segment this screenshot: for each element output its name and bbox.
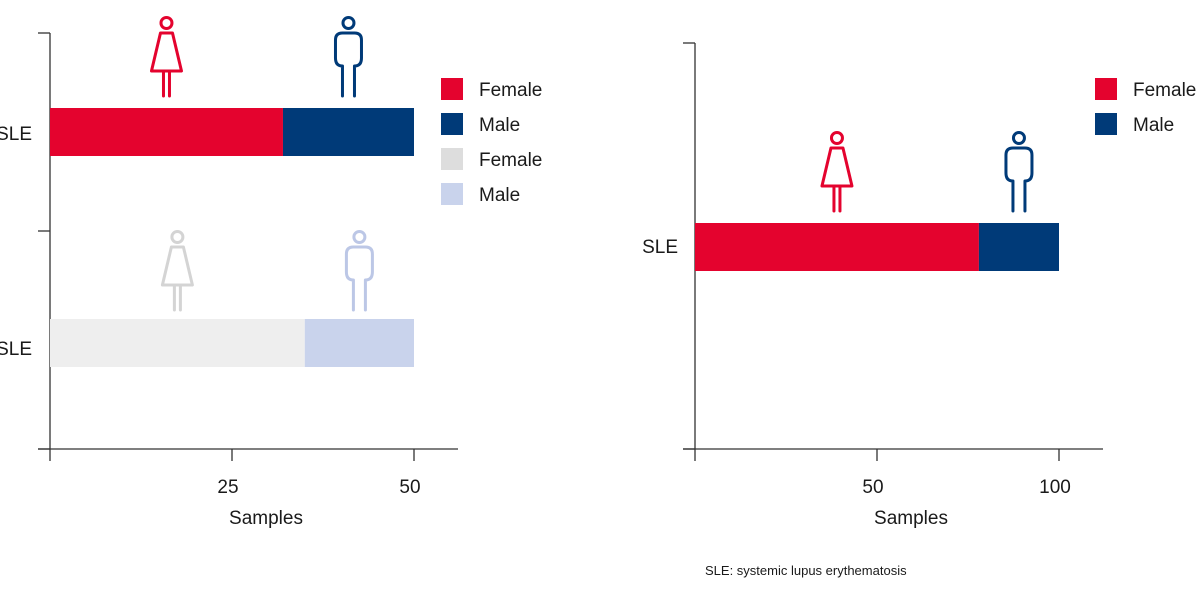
x-axis-label: Samples bbox=[874, 508, 948, 529]
female-icon bbox=[149, 16, 183, 98]
bar-female bbox=[50, 108, 283, 156]
legend-label: Female bbox=[479, 80, 542, 101]
chart-left: 25 50 Samples SLE SLE Female Male Female Male bbox=[0, 16, 542, 529]
x-tick-label: 50 bbox=[399, 477, 420, 498]
footnote: SLE: systemic lupus erythematosis bbox=[705, 563, 907, 578]
legend-label: Female bbox=[1133, 80, 1196, 101]
legend-swatch bbox=[441, 78, 463, 100]
bar-female-faded bbox=[50, 319, 305, 367]
legend-swatch bbox=[1095, 113, 1117, 135]
bar-female bbox=[695, 223, 979, 271]
bar-male-faded bbox=[304, 319, 414, 367]
legend-swatch bbox=[441, 113, 463, 135]
x-tick-label: 100 bbox=[1039, 477, 1071, 498]
legend-label: Male bbox=[479, 115, 520, 136]
legend-label: Female bbox=[479, 150, 542, 171]
legend-swatch bbox=[1095, 78, 1117, 100]
bar-male bbox=[282, 108, 414, 156]
legend-swatch bbox=[441, 183, 463, 205]
female-icon bbox=[820, 131, 854, 213]
x-axis-label: Samples bbox=[229, 508, 303, 529]
male-icon bbox=[344, 230, 374, 312]
legend-swatch bbox=[441, 148, 463, 170]
category-label: SLE bbox=[642, 237, 678, 258]
male-icon bbox=[333, 16, 363, 98]
female-icon bbox=[160, 230, 194, 312]
male-icon bbox=[1004, 131, 1034, 213]
legend-label: Male bbox=[479, 185, 520, 206]
category-label: SLE bbox=[0, 124, 32, 145]
category-label: SLE bbox=[0, 339, 32, 360]
x-tick-label: 25 bbox=[217, 477, 238, 498]
chart-right: 50 100 Samples SLE Female Male bbox=[642, 42, 1196, 529]
x-tick-label: 50 bbox=[862, 477, 883, 498]
bar-male bbox=[978, 223, 1059, 271]
legend-label: Male bbox=[1133, 115, 1174, 136]
